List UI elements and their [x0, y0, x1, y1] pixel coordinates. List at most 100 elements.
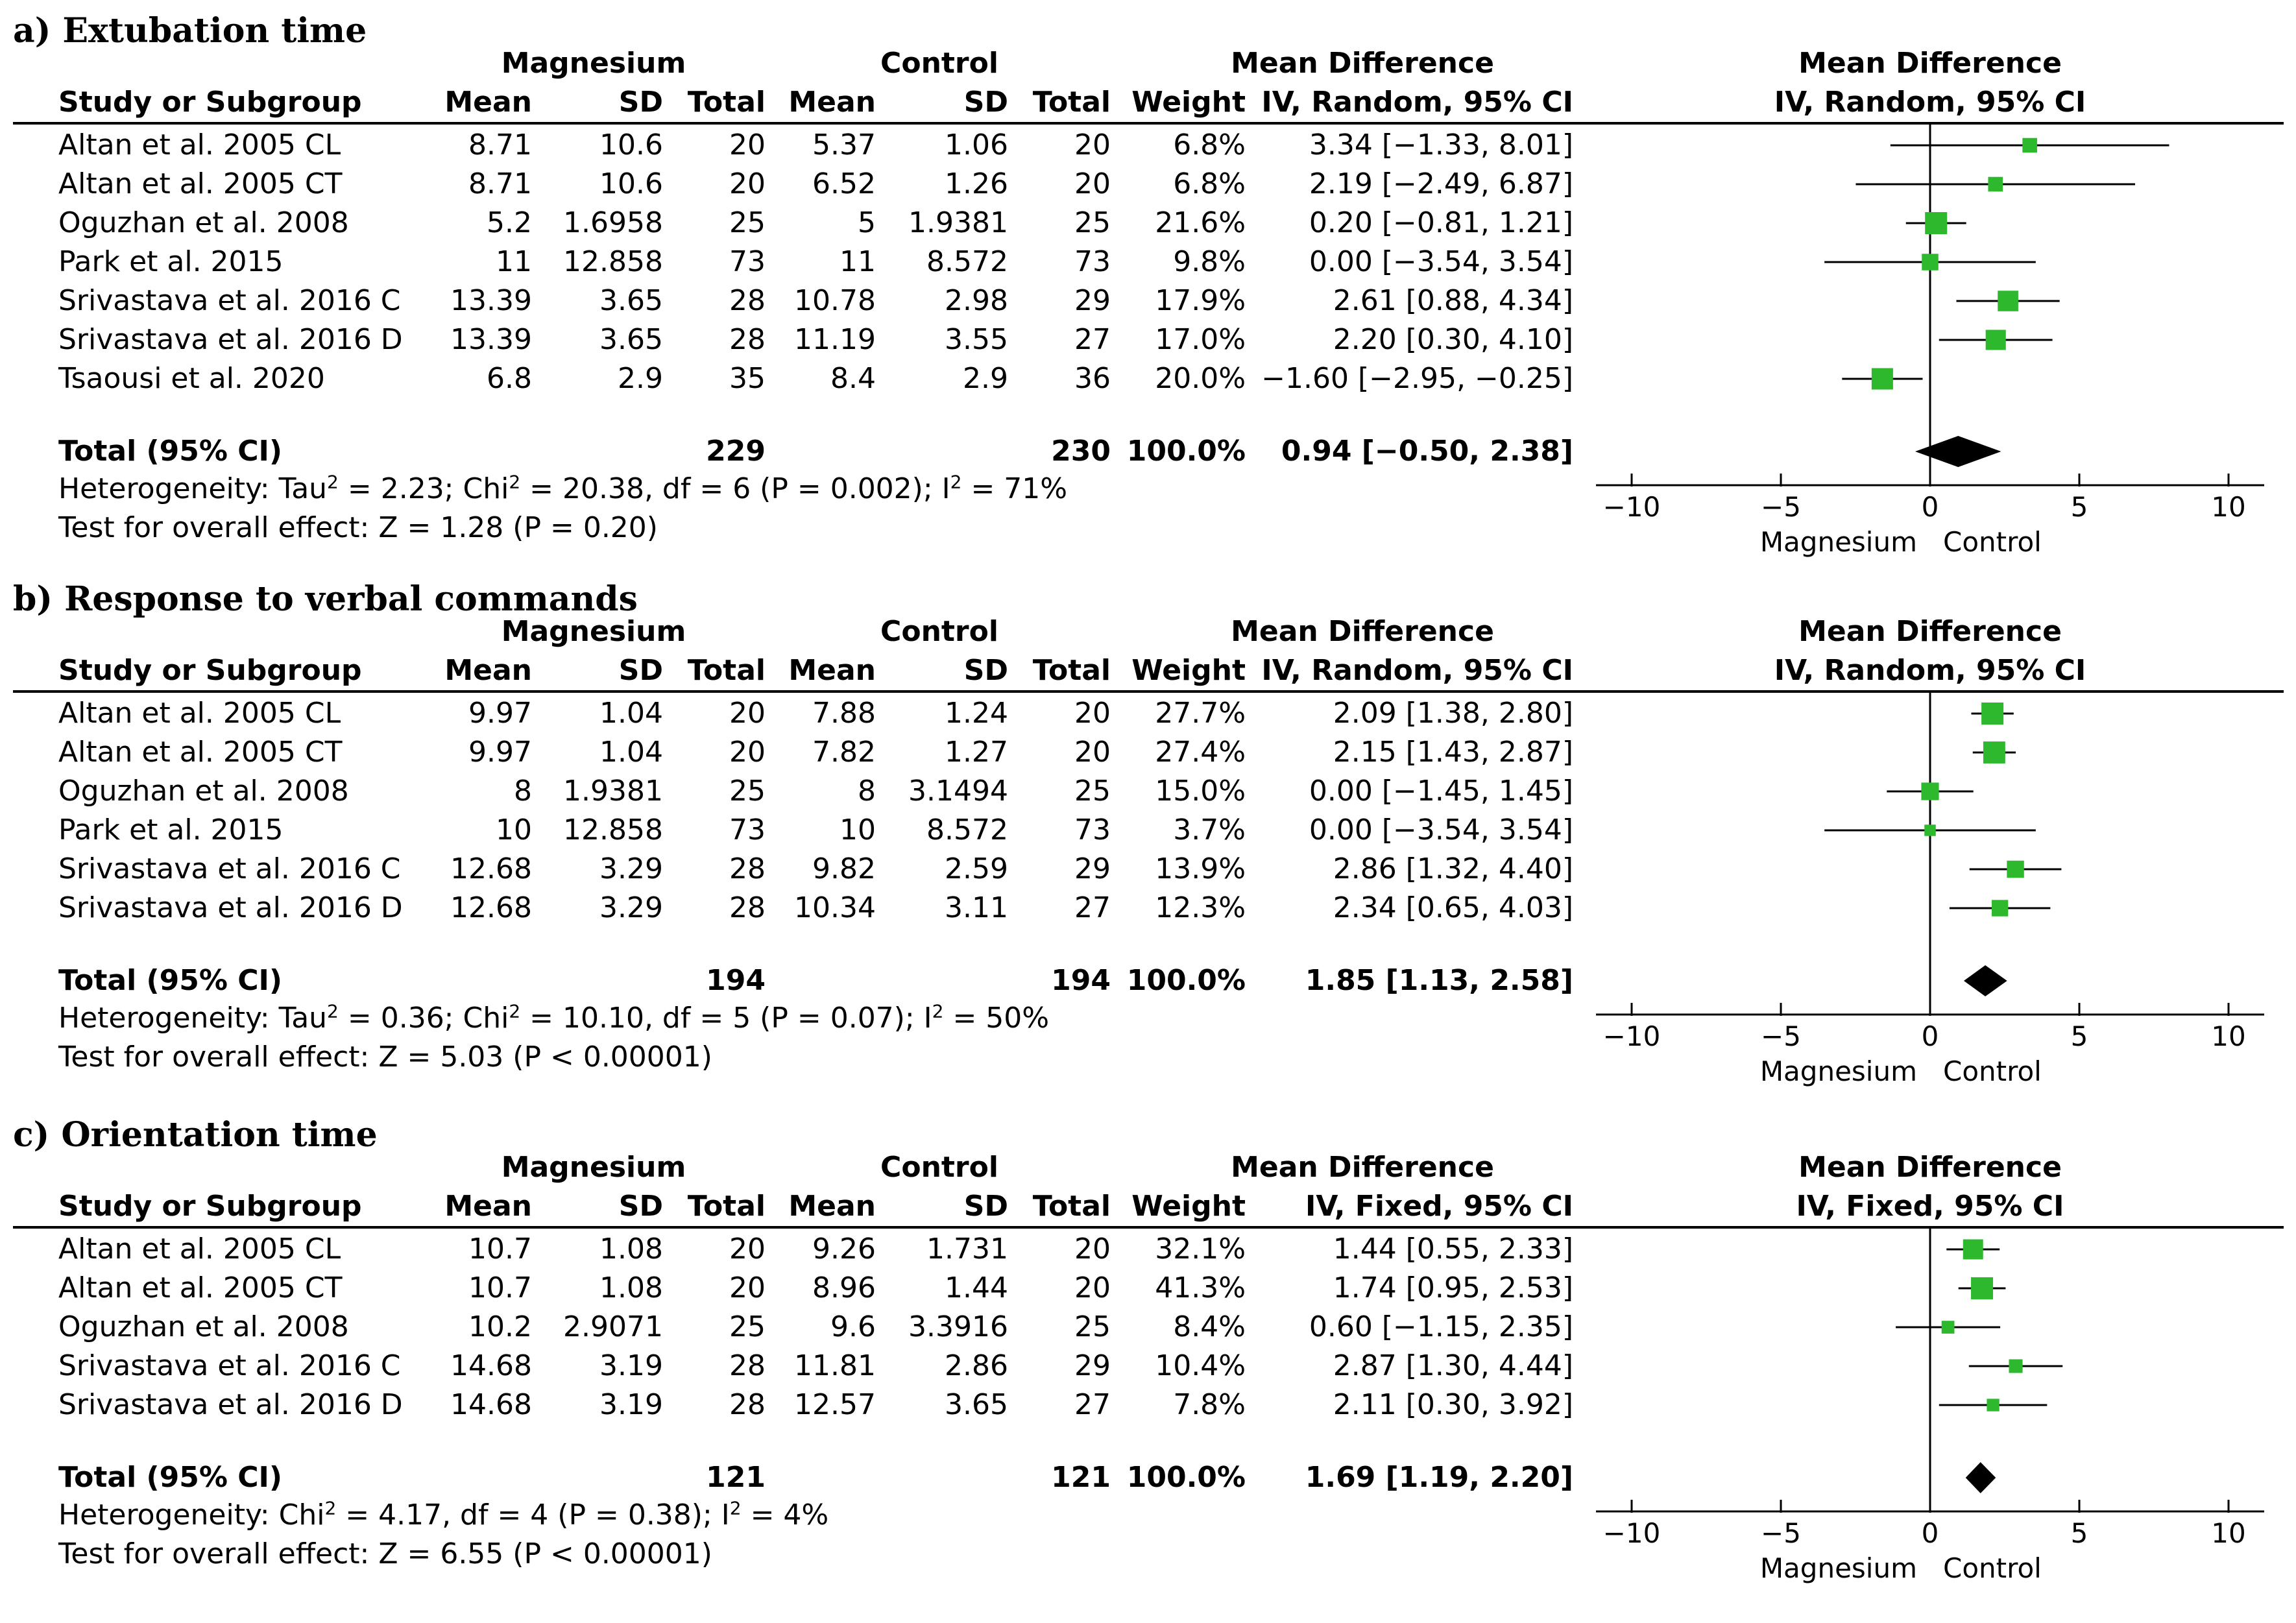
study-weight: 12.3% [1155, 891, 1246, 924]
control-mean: 8.96 [812, 1271, 876, 1304]
x-tick-label: −5 [1761, 1517, 1801, 1549]
magnesium-total: 28 [729, 284, 766, 317]
column-header-study: Study or Subgroup [58, 86, 362, 119]
study-name: Srivastava et al. 2016 C [58, 852, 401, 885]
study-name: Altan et al. 2005 CL [58, 1232, 341, 1266]
heterogeneity-part: = 71% [961, 472, 1068, 505]
control-mean: 7.88 [812, 697, 876, 730]
magnesium-sd: 12.858 [563, 813, 663, 847]
magnesium-sd: 12.858 [563, 245, 663, 278]
column-header-mean: Mean [444, 654, 532, 687]
pooled-diamond [1963, 965, 2007, 996]
study-weight: 7.8% [1173, 1388, 1246, 1421]
magnesium-sd: 2.9071 [563, 1310, 663, 1343]
column-header-study: Study or Subgroup [58, 1190, 362, 1223]
study-name: Srivastava et al. 2016 D [58, 323, 403, 356]
column-header-mean: Mean [444, 1190, 532, 1223]
control-mean: 5.37 [812, 128, 876, 162]
magnesium-mean: 8.71 [468, 167, 532, 200]
study-name: Srivastava et al. 2016 D [58, 1388, 403, 1421]
magnesium-sd: 3.19 [599, 1349, 663, 1382]
study-marker [1988, 176, 2003, 192]
total-label: Total (95% CI) [58, 1461, 283, 1494]
magnesium-total: 28 [729, 891, 766, 924]
control-total: 20 [1074, 1271, 1111, 1304]
column-header-weight: Weight [1131, 654, 1246, 687]
heterogeneity-part: = 4% [741, 1498, 829, 1532]
study-weight: 10.4% [1155, 1349, 1246, 1382]
control-total: 29 [1074, 852, 1111, 885]
total-label: Total (95% CI) [58, 964, 283, 997]
control-mean: 5 [858, 206, 876, 239]
magnesium-sd: 10.6 [599, 167, 663, 200]
control-sd: 1.731 [926, 1232, 1008, 1266]
study-name: Oguzhan et al. 2008 [58, 206, 349, 239]
panel-title: c) Orientation time [13, 1115, 378, 1155]
total-control: 230 [1051, 435, 1111, 468]
total-control: 194 [1051, 964, 1111, 997]
effect-header: Mean Difference [1231, 47, 1494, 80]
superscript-two: 2 [324, 1497, 337, 1519]
header-rule [13, 1226, 2284, 1229]
header-rule [13, 690, 2284, 693]
control-total: 36 [1074, 362, 1111, 395]
column-header-total: Total [687, 86, 766, 119]
study-name: Altan et al. 2005 CL [58, 697, 341, 730]
pooled-diamond [1915, 436, 2001, 467]
control-sd: 8.572 [926, 245, 1008, 278]
magnesium-total: 20 [729, 167, 766, 200]
study-name: Park et al. 2015 [58, 813, 284, 847]
study-name: Srivastava et al. 2016 C [58, 1349, 401, 1382]
x-tick-label: −10 [1603, 491, 1661, 523]
study-name: Tsaousi et al. 2020 [58, 362, 325, 395]
control-total: 27 [1074, 323, 1111, 356]
column-header-sd: SD [618, 654, 663, 687]
group-header-magnesium: Magnesium [501, 615, 686, 648]
study-weight: 21.6% [1155, 206, 1246, 239]
superscript-two: 2 [509, 1000, 521, 1022]
x-tick-label: 10 [2211, 1020, 2245, 1052]
axis-label-magnesium: Magnesium [1760, 1552, 1917, 1584]
control-mean: 11 [840, 245, 876, 278]
forest-panel: b) Response to verbal commands Magnesium C… [0, 568, 2296, 1087]
control-total: 25 [1074, 775, 1111, 808]
study-marker [1991, 900, 2009, 917]
column-header-mean: Mean [788, 1190, 876, 1223]
magnesium-total: 28 [729, 852, 766, 885]
study-marker [1871, 368, 1893, 390]
column-header-sd: SD [963, 1190, 1008, 1223]
study-marker [1941, 1321, 1955, 1334]
x-tick-label: 0 [1922, 491, 1939, 523]
heterogeneity-text: Heterogeneity: Tau2 = 2.23; Chi2 = 20.38… [58, 472, 1067, 506]
magnesium-sd: 3.29 [599, 891, 663, 924]
study-marker [2007, 860, 2024, 878]
x-tick-label: 5 [2071, 1020, 2088, 1052]
study-name: Altan et al. 2005 CL [58, 128, 341, 162]
magnesium-mean: 5.2 [487, 206, 532, 239]
plot-effect-header: Mean Difference [1798, 1151, 2062, 1184]
magnesium-sd: 1.08 [599, 1271, 663, 1304]
x-tick-label: −10 [1603, 1020, 1661, 1052]
control-sd: 2.86 [945, 1349, 1008, 1382]
magnesium-sd: 1.08 [599, 1232, 663, 1266]
control-mean: 11.19 [794, 323, 876, 356]
control-total: 25 [1074, 1310, 1111, 1343]
study-weight: 27.4% [1155, 736, 1246, 769]
study-ci: 2.87 [1.30, 4.44] [1333, 1349, 1573, 1382]
forest-plot: −10 −5 0 5 10 Magnesium Control [1596, 1226, 2264, 1584]
study-marker [1998, 291, 2018, 311]
heterogeneity-part: = 20.38, df = 6 (P = 0.002); I [520, 472, 950, 505]
effect-header: Mean Difference [1231, 615, 1494, 648]
superscript-two: 2 [327, 1000, 339, 1022]
plot-effect-header: Mean Difference [1798, 47, 2062, 80]
column-header-total: Total [687, 654, 766, 687]
magnesium-mean: 12.68 [450, 891, 532, 924]
column-header-ci: IV, Random, 95% CI [1261, 654, 1573, 687]
x-tick-label: −10 [1603, 1517, 1661, 1549]
group-header-magnesium: Magnesium [501, 1151, 686, 1184]
control-mean: 10.78 [794, 284, 876, 317]
study-weight: 20.0% [1155, 362, 1246, 395]
study-ci: 0.00 [−1.45, 1.45] [1309, 775, 1573, 808]
magnesium-total: 28 [729, 1388, 766, 1421]
magnesium-total: 73 [729, 813, 766, 847]
